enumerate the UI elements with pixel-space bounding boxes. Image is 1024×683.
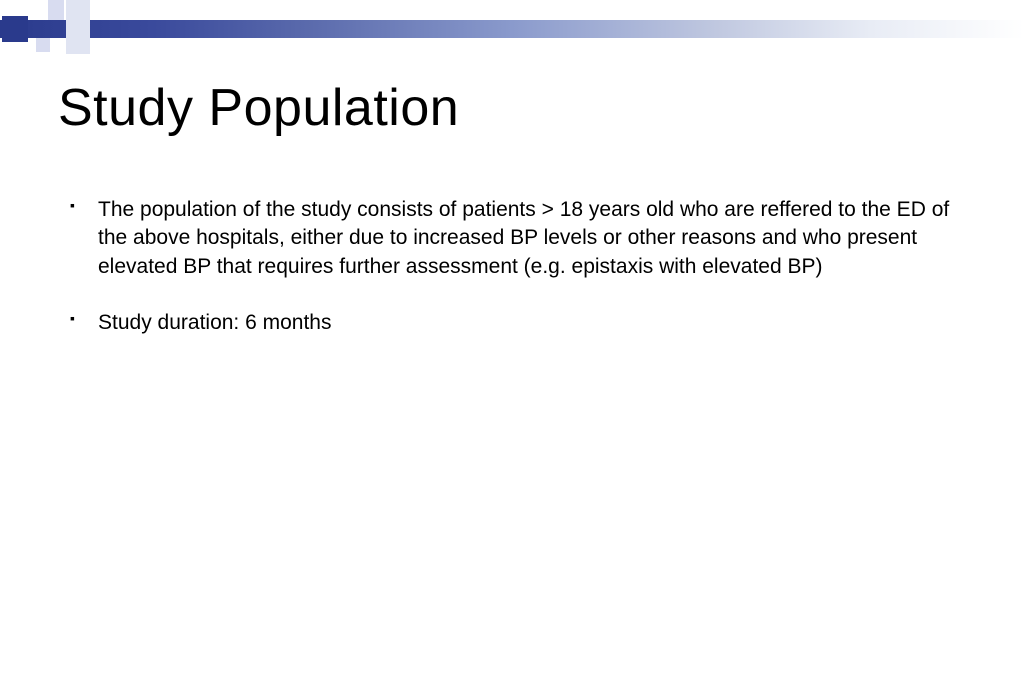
accent-square-dark xyxy=(2,16,28,42)
slide-header-decoration xyxy=(0,0,1024,48)
gradient-bar xyxy=(0,20,1024,38)
slide-content: Study Population The population of the s… xyxy=(58,78,966,365)
bullet-list: The population of the study consists of … xyxy=(58,196,966,337)
slide-title: Study Population xyxy=(58,78,966,138)
accent-square-light-2 xyxy=(36,38,50,52)
accent-square-light-3 xyxy=(66,0,90,54)
bullet-item: The population of the study consists of … xyxy=(70,196,966,281)
accent-square-light-1 xyxy=(48,0,64,20)
bullet-item: Study duration: 6 months xyxy=(70,309,966,337)
